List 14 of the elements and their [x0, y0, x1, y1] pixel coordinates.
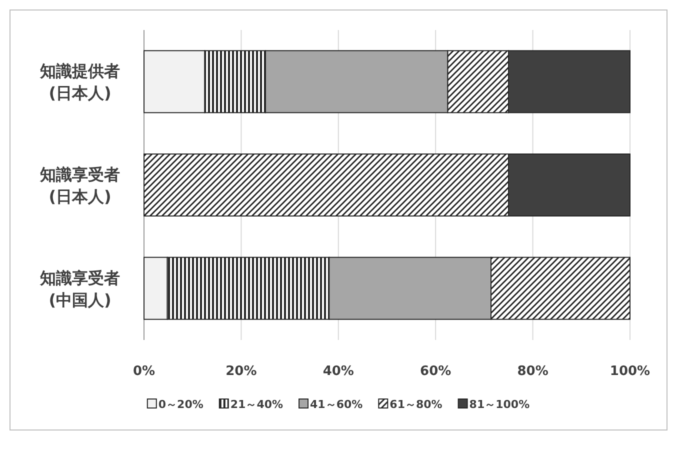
- y-tick-label: 知識提供者 (日本人): [39, 62, 120, 103]
- x-tick-label: 20%: [226, 364, 257, 379]
- x-tick-label: 0%: [132, 364, 156, 379]
- legend-label: 61～80%: [390, 398, 442, 411]
- legend-label: 81～100%: [469, 398, 530, 411]
- x-tick-label: 100%: [610, 364, 650, 379]
- legend-label: 21～40%: [230, 398, 284, 411]
- y-tick-label: 知識享受者 (中国人): [39, 268, 120, 310]
- x-tick-label: 40%: [322, 364, 354, 379]
- x-tick-label: 60%: [420, 364, 452, 379]
- y-tick-label: 知識享受者 (日本人): [39, 165, 120, 206]
- x-tick-label: 80%: [517, 364, 548, 379]
- legend-label: 41～60%: [310, 398, 363, 411]
- legend-label: 0～20%: [158, 398, 204, 411]
